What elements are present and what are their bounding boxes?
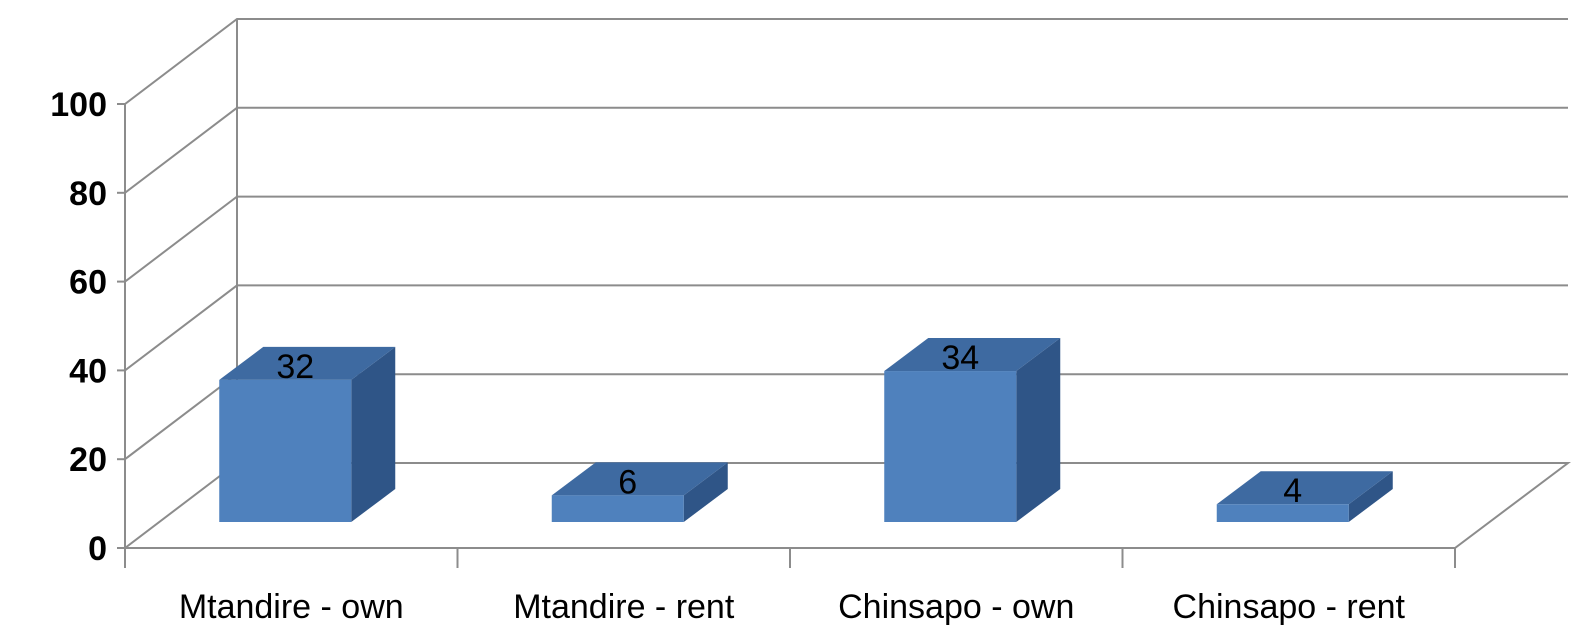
y-tick-label: 80: [69, 175, 107, 213]
bar-top: [551, 462, 728, 496]
gridline: [124, 106, 1568, 194]
bar-top: [219, 346, 396, 380]
bar-top: [1216, 471, 1393, 505]
gridline: [124, 18, 1568, 105]
y-tick-label: 0: [88, 530, 107, 568]
bar-top: [884, 338, 1061, 372]
bar: [219, 346, 396, 522]
bars: [219, 338, 1393, 522]
data-label: 34: [941, 339, 979, 377]
bar: [1216, 471, 1393, 522]
data-label: 32: [276, 348, 314, 386]
bar-side: [1348, 471, 1393, 522]
data-label: 4: [1283, 472, 1302, 510]
bar-side: [1016, 338, 1061, 522]
x-tick-label: Chinsapo - rent: [1173, 588, 1406, 626]
bar-front: [219, 379, 352, 522]
data-label: 6: [618, 463, 637, 501]
bar-front: [1216, 504, 1349, 522]
bar-side: [683, 462, 728, 522]
x-tick-label: Chinsapo - own: [838, 588, 1074, 626]
y-axis-tick-labels: 0 20 40 60 80 100: [50, 86, 107, 568]
bar-front: [884, 371, 1017, 522]
y-tick-label: 60: [69, 264, 107, 302]
y-tick-label: 20: [69, 441, 107, 479]
bar-side: [351, 346, 396, 522]
bar: [551, 462, 728, 522]
gridline: [124, 195, 1568, 283]
data-labels: 32 6 34 4: [276, 339, 1302, 510]
x-axis-tick-labels: Mtandire - own Mtandire - rent Chinsapo - …: [179, 588, 1406, 626]
y-tick-label: 40: [69, 352, 107, 390]
bar: [884, 338, 1061, 522]
y-tick-label: 100: [50, 86, 107, 124]
bar-front: [551, 495, 684, 522]
x-tick-label: Mtandire - rent: [513, 588, 735, 626]
x-tick-label: Mtandire - own: [179, 588, 404, 626]
chart-walls: [117, 18, 1571, 568]
